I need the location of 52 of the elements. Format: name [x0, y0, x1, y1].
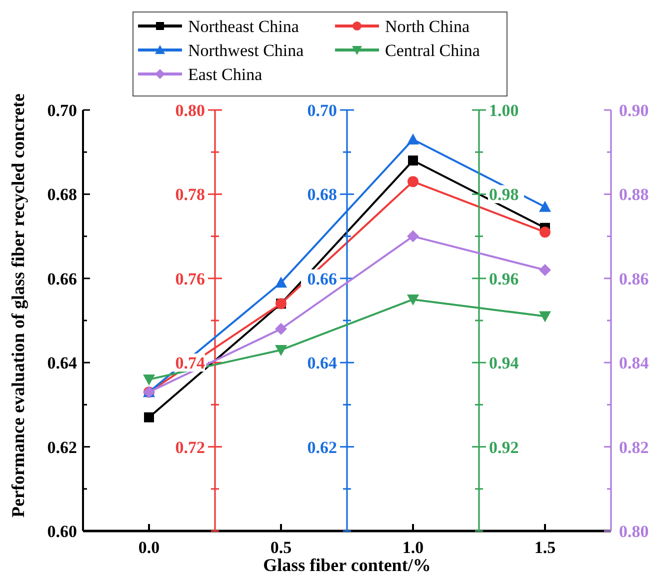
point — [408, 176, 418, 188]
y-tick-label: 0.78 — [175, 185, 205, 204]
y-tick-label: 0.72 — [175, 438, 205, 457]
y-tick-label: 0.88 — [619, 185, 649, 204]
x-tick-label: 1.0 — [402, 538, 424, 557]
point — [407, 133, 419, 144]
y-tick-label: 0.84 — [619, 354, 650, 373]
y-tick-label: 0.68 — [47, 185, 77, 204]
y-tick-label: 0.70 — [47, 100, 77, 120]
legend-label: East China — [188, 64, 263, 84]
point — [539, 264, 551, 276]
point — [408, 156, 418, 166]
y-tick-label: 0.96 — [489, 269, 519, 288]
y-tick-label: 0.94 — [489, 354, 520, 373]
x-tick-label: 1.5 — [534, 538, 556, 557]
point — [539, 311, 551, 322]
y-tick-label: 0.90 — [619, 100, 649, 120]
legend-label: North China — [385, 16, 470, 36]
y-tick-label: 0.80 — [619, 522, 649, 541]
point — [539, 200, 551, 212]
point — [407, 230, 419, 242]
y-tick-label: 0.66 — [307, 269, 337, 288]
x-tick-label: 0.5 — [270, 538, 292, 557]
y-tick-label: 0.60 — [47, 522, 77, 541]
y-tick-label: 0.74 — [175, 354, 206, 373]
y-tick-label: 0.98 — [489, 185, 519, 204]
point — [275, 322, 287, 335]
y-tick-label: 0.70 — [307, 100, 337, 120]
y-tick-label: 0.66 — [47, 269, 77, 288]
y-tick-label: 0.92 — [489, 438, 519, 457]
y-tick-label: 0.82 — [619, 438, 649, 457]
y-tick-label: 0.64 — [307, 354, 338, 373]
point — [275, 344, 287, 356]
legend-label: Central China — [385, 40, 480, 60]
y-tick-label: 0.64 — [47, 354, 78, 373]
y-tick-label: 0.80 — [175, 100, 205, 120]
legend-label: Northeast China — [188, 16, 300, 36]
legend-label: Northwest China — [188, 40, 304, 60]
y-tick-label: 0.86 — [619, 269, 649, 288]
y-tick-label: 0.62 — [307, 438, 337, 457]
y-tick-label: 0.76 — [175, 269, 205, 288]
point — [144, 412, 154, 422]
y-tick-label: 0.62 — [47, 438, 77, 457]
y-tick-label: 1.00 — [489, 100, 519, 120]
x-tick-label: 0.0 — [138, 538, 160, 557]
point — [540, 226, 550, 238]
y-tick-label: 0.68 — [307, 185, 337, 204]
point — [407, 294, 419, 306]
point — [275, 276, 287, 288]
point — [143, 374, 155, 386]
x-axis-title: Glass fiber content/% — [263, 555, 431, 575]
y-axis-title: Performance evaluation of glass fiber recycled concrete — [8, 94, 28, 518]
